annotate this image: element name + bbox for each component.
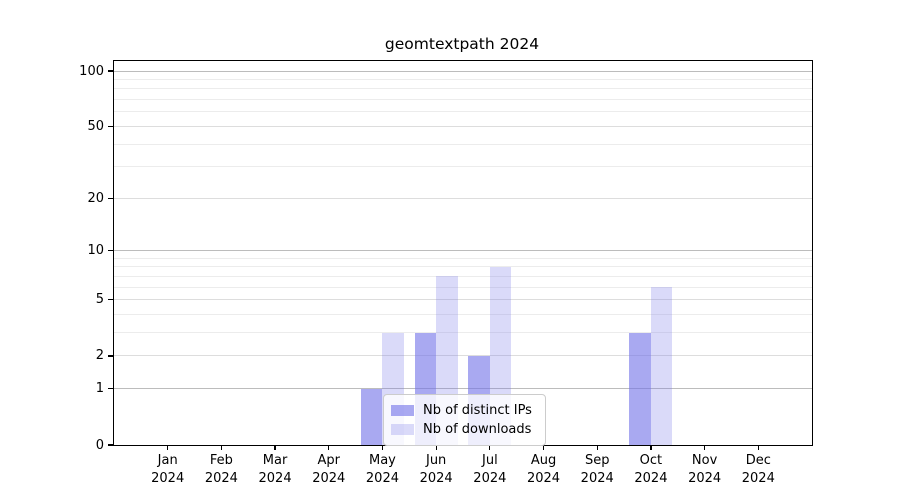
x-tick-label: Sep 2024 [567,452,627,487]
x-tick-month: Aug [530,453,557,468]
x-tick-year: 2024 [634,470,668,486]
x-tick-mark [596,445,598,450]
x-tick-year: 2024 [741,470,775,486]
x-tick-month: Dec [745,453,771,468]
legend-row: Nb of distinct IPs [391,401,537,420]
y-tick-mark [107,355,113,357]
x-tick-mark [274,445,276,450]
gridline-y-70 [114,99,812,101]
x-tick-year: 2024 [204,470,238,486]
x-tick-year: 2024 [473,470,507,486]
x-tick-month: Nov [691,453,718,468]
legend-row: Nb of downloads [391,420,537,439]
gridline-y-3 [114,332,812,334]
gridline-y-9 [114,257,812,259]
x-tick-mark [542,445,545,450]
x-tick-month: Jun [425,453,447,468]
bar-distinct-ips-may [360,388,383,445]
x-tick-label: Dec 2024 [728,452,788,487]
x-tick-label: Jul 2024 [460,452,520,487]
x-tick-label: Jun 2024 [406,452,466,487]
x-tick-year: 2024 [419,470,453,486]
gridline-y-90 [114,78,812,80]
y-tick-label: 100 [79,63,104,79]
x-tick-label: Mar 2024 [245,452,305,487]
x-tick-mark [435,445,437,450]
x-tick-month: Oct [639,453,663,468]
chart-title: geomtextpath 2024 [384,35,540,53]
legend-label: Nb of distinct IPs [423,403,532,418]
x-tick-month: Mar [262,453,288,468]
x-tick-mark [489,445,491,450]
x-tick-label: Oct 2024 [621,452,681,487]
bar-distinct-ips-oct [629,332,651,445]
x-tick-mark [650,445,652,450]
x-tick-year: 2024 [688,470,722,486]
x-tick-month: Jul [482,453,498,468]
x-tick-month: May [369,453,396,468]
x-tick-month: Apr [317,453,341,468]
x-tick-label: Jan 2024 [138,452,198,487]
x-tick-month: Jan [157,453,178,468]
x-tick-label: Aug 2024 [514,452,574,487]
legend-swatch-downloads [391,424,414,435]
gridline-y-40 [114,143,812,145]
x-tick-mark [757,445,759,450]
legend-label: Nb of downloads [423,422,532,437]
bar-downloads-oct [650,287,673,445]
legend-swatch-distinct-ips [391,405,414,416]
gridline-y-1 [114,388,812,390]
y-tick-mark [107,197,113,199]
gridline-y-4 [114,314,812,316]
gridline-y-2 [114,355,812,357]
y-tick-mark [107,388,113,390]
y-tick-mark [107,70,113,72]
gridline-y-50 [114,125,812,127]
y-tick-label: 50 [87,118,104,134]
gridline-y-20 [114,197,812,199]
x-tick-mark [381,445,384,450]
gridline-y-6 [114,286,812,288]
x-tick-label: Apr 2024 [299,452,359,487]
x-tick-year: 2024 [151,470,185,486]
x-tick-year: 2024 [526,470,561,486]
y-tick-label: 20 [87,190,104,206]
y-tick-label: 0 [95,437,104,453]
y-tick-mark [107,299,113,301]
x-tick-label: Nov 2024 [675,452,735,487]
gridline-y-100 [114,70,812,72]
x-tick-label: Feb 2024 [191,452,251,487]
x-tick-mark [703,445,706,450]
gridline-y-7 [114,275,812,277]
gridline-y-10 [114,250,812,252]
x-tick-year: 2024 [312,470,346,486]
y-tick-mark [107,444,113,446]
y-tick-label: 5 [95,292,104,308]
x-tick-mark [220,445,223,450]
gridline-y-60 [114,111,812,113]
x-tick-mark [328,445,330,450]
x-tick-year: 2024 [580,470,614,486]
x-tick-year: 2024 [365,470,399,486]
y-tick-mark [107,125,113,128]
x-tick-year: 2024 [258,470,292,486]
plot-area: 0 1 2 5 10 20 50 100 Jan 2024 Feb 2024 Mar 2024 Apr 202… [79,60,813,486]
x-tick-label: May 2024 [352,452,412,487]
gridline-y-5 [114,299,812,301]
y-tick-label: 10 [87,243,104,259]
gridline-y-8 [114,266,812,268]
legend: Nb of distinct IPs Nb of downloads [383,394,546,446]
y-tick-mark [107,250,113,252]
y-tick-label: 1 [95,381,104,397]
x-tick-month: Sep [584,453,610,468]
gridline-y-80 [114,88,812,90]
gridline-y-30 [114,166,812,168]
x-tick-month: Feb [209,453,233,468]
y-tick-label: 2 [95,348,104,364]
x-tick-mark [167,445,169,450]
